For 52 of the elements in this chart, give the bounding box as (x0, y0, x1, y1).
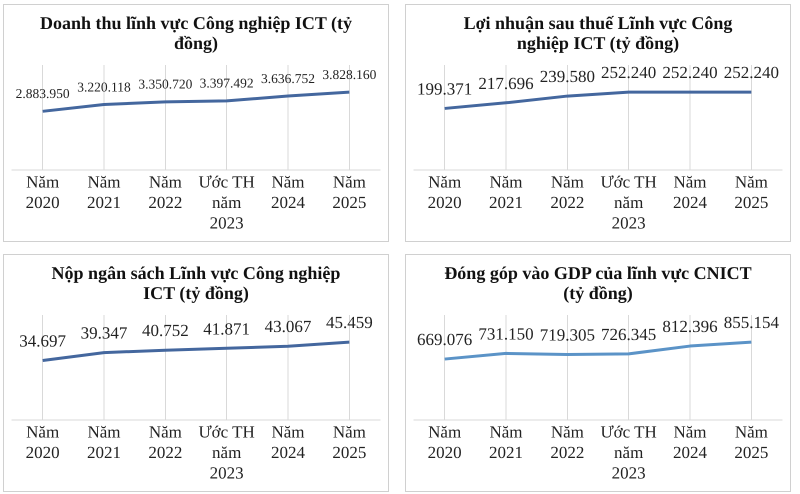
x-tick-label: Năm 2020 (428, 172, 462, 212)
x-tick-label: Năm 2022 (550, 422, 584, 462)
x-tick-label: Năm 2024 (271, 172, 306, 212)
data-label: 252.240 (601, 63, 656, 82)
x-tick-label: Năm 2021 (489, 422, 523, 462)
x-tick-label: Năm 2024 (271, 422, 306, 462)
data-label: 199.371 (417, 79, 472, 98)
data-label: 239.580 (540, 67, 595, 86)
x-tick-label: Năm 2024 (673, 172, 708, 212)
data-label: 3.220.118 (77, 79, 131, 94)
data-label: 252.240 (662, 63, 718, 82)
x-tick-label: Năm 2025 (734, 422, 768, 462)
x-tick-label: Năm 2025 (734, 172, 768, 212)
data-label: 2.883.950 (16, 86, 70, 102)
chart-title: Đóng góp vào GDP của lĩnh vực CNICT (tỷ đồng) (443, 263, 753, 303)
data-label: 3.828.160 (322, 66, 377, 82)
x-tick-label: Ước TH năm 2023 (600, 172, 657, 232)
data-label: 3.350.720 (138, 76, 193, 92)
x-tick-label: Năm 2022 (550, 172, 584, 212)
data-label: 3.636.752 (261, 70, 315, 86)
data-label: 40.752 (142, 321, 189, 340)
x-tick-label: Năm 2020 (428, 422, 462, 462)
data-label: 45.459 (326, 313, 373, 332)
data-label: 43.067 (264, 317, 312, 336)
data-label: 731.150 (478, 324, 534, 344)
data-label: 669.076 (417, 330, 472, 350)
data-label: 217.696 (478, 74, 534, 93)
chart-title: Nộp ngân sách Lĩnh vực Công nghiệp ICT (tỷ đồng) (50, 263, 342, 303)
x-tick-label: Năm 2024 (673, 422, 708, 462)
data-label: 855.154 (724, 313, 780, 332)
x-tick-label: Năm 2020 (26, 422, 60, 462)
x-tick-label: Ước TH năm 2023 (198, 422, 255, 482)
data-label: 719.305 (540, 325, 595, 344)
data-label: 726.345 (601, 324, 656, 344)
data-label: 34.697 (19, 332, 67, 351)
data-label: 812.396 (662, 317, 718, 336)
data-label: 252.240 (724, 63, 779, 82)
x-tick-label: Năm 2020 (26, 172, 60, 212)
x-tick-label: Năm 2022 (148, 422, 182, 462)
x-tick-label: Ước TH năm 2023 (600, 422, 657, 482)
x-tick-label: Năm 2021 (87, 422, 121, 462)
x-tick-label: Năm 2025 (332, 172, 366, 212)
data-label: 39.347 (80, 324, 128, 343)
x-tick-label: Ước TH năm 2023 (198, 172, 255, 232)
x-tick-label: Năm 2021 (489, 172, 523, 212)
x-tick-label: Năm 2021 (87, 172, 121, 212)
x-tick-label: Năm 2022 (148, 172, 182, 212)
chart-title: Doanh thu lĩnh vực Công nghiệp ICT (tỷ đồng) (38, 13, 354, 53)
x-tick-label: Năm 2025 (332, 422, 366, 462)
data-label: 41.871 (203, 319, 250, 338)
data-label: 3.397.492 (200, 76, 254, 91)
chart-title: Lợi nhuận sau thuế Lĩnh vực Công nghiệp ICT (tỷ đồng) (462, 13, 734, 53)
